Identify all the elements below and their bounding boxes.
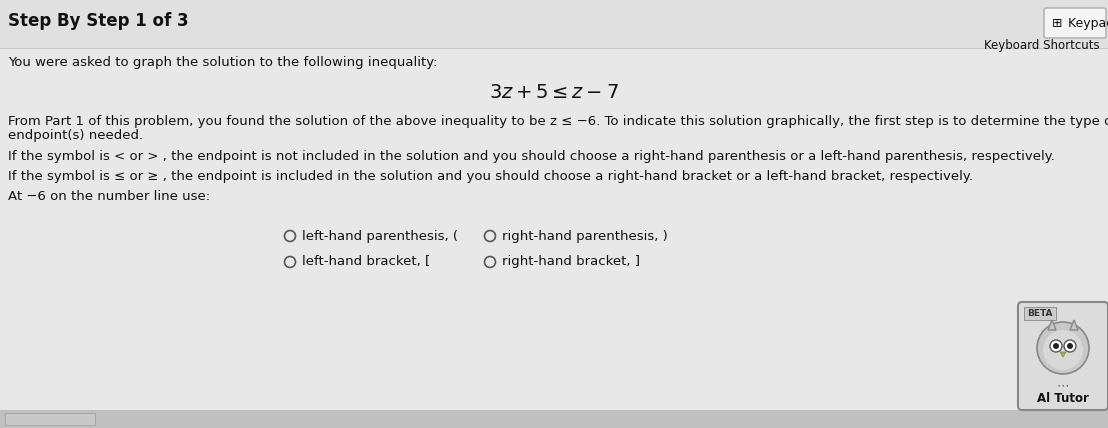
Text: left-hand bracket, [: left-hand bracket, [	[302, 256, 430, 268]
FancyBboxPatch shape	[0, 410, 1108, 428]
FancyBboxPatch shape	[1024, 307, 1056, 320]
FancyBboxPatch shape	[6, 413, 95, 425]
Text: Keypad: Keypad	[1064, 17, 1108, 30]
Polygon shape	[1060, 352, 1066, 357]
Text: Al Tutor: Al Tutor	[1037, 392, 1089, 404]
Circle shape	[1064, 340, 1076, 352]
Text: ⋯: ⋯	[1057, 380, 1069, 392]
Text: If the symbol is ≤ or ≥ , the endpoint is included in the solution and you shoul: If the symbol is ≤ or ≥ , the endpoint i…	[8, 169, 973, 182]
Circle shape	[1043, 330, 1083, 370]
Polygon shape	[1048, 320, 1056, 330]
Text: You were asked to graph the solution to the following inequality:: You were asked to graph the solution to …	[8, 56, 438, 68]
Text: At −6 on the number line use:: At −6 on the number line use:	[8, 190, 211, 202]
Text: endpoint(s) needed.: endpoint(s) needed.	[8, 128, 143, 142]
FancyBboxPatch shape	[0, 0, 1108, 410]
Circle shape	[1067, 343, 1073, 349]
Text: Keyboard Shortcuts: Keyboard Shortcuts	[984, 39, 1100, 51]
Text: From Part 1 of this problem, you found the solution of the above inequality to b: From Part 1 of this problem, you found t…	[8, 115, 1108, 128]
Text: left-hand parenthesis, (: left-hand parenthesis, (	[302, 229, 458, 243]
Text: Step By Step 1 of 3: Step By Step 1 of 3	[8, 12, 188, 30]
FancyBboxPatch shape	[0, 0, 1108, 48]
Text: right-hand bracket, ]: right-hand bracket, ]	[502, 256, 640, 268]
Circle shape	[1050, 340, 1061, 352]
Text: ⊞: ⊞	[1051, 17, 1063, 30]
Text: right-hand parenthesis, ): right-hand parenthesis, )	[502, 229, 668, 243]
FancyBboxPatch shape	[1018, 302, 1108, 410]
FancyBboxPatch shape	[1044, 8, 1106, 38]
Circle shape	[1053, 343, 1059, 349]
Text: BETA: BETA	[1027, 309, 1053, 318]
Text: $3z + 5 \leq z - 7$: $3z + 5 \leq z - 7$	[489, 83, 619, 101]
Circle shape	[1037, 322, 1089, 374]
Polygon shape	[1070, 320, 1078, 330]
Text: If the symbol is < or > , the endpoint is not included in the solution and you s: If the symbol is < or > , the endpoint i…	[8, 149, 1055, 163]
